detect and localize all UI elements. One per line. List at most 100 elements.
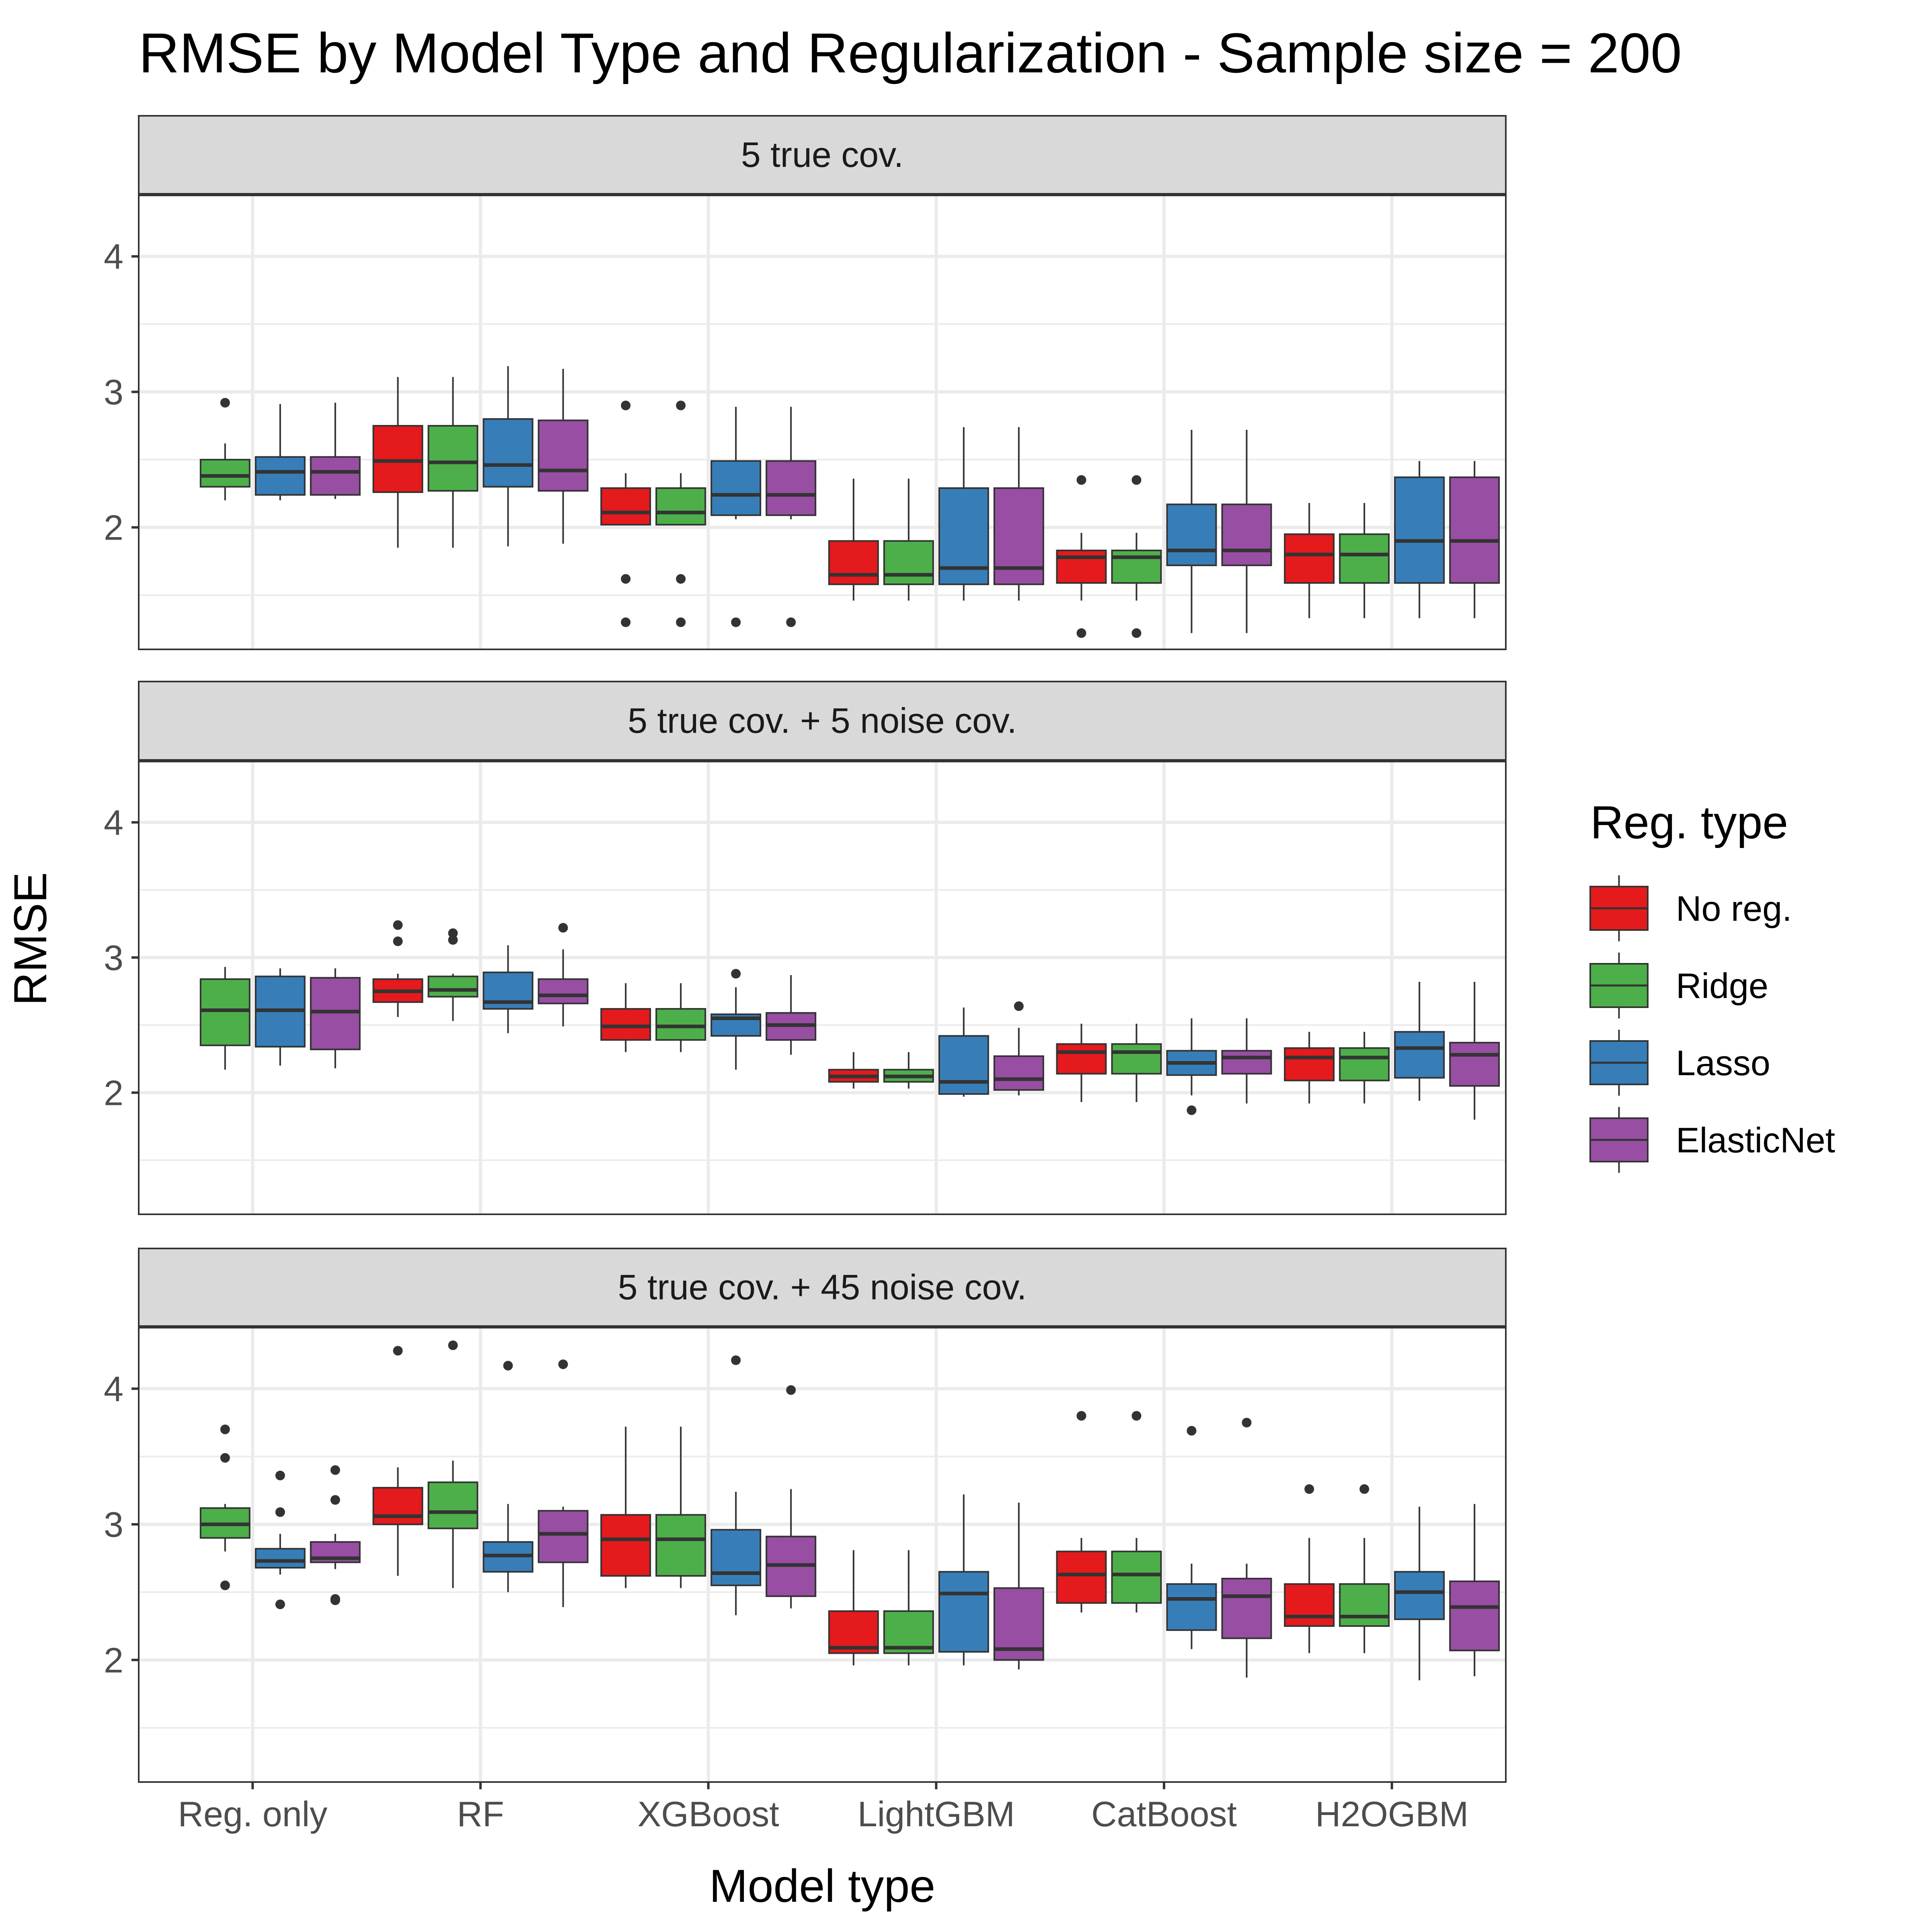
outlier-point: [1131, 1411, 1142, 1421]
facet-panel-1: 5 true cov. 2 3 4: [104, 115, 1507, 650]
box-catboost-elasticnet: [1221, 1018, 1272, 1104]
outlier-point: [731, 969, 741, 979]
box-lightgbm-lasso: [938, 1494, 989, 1665]
y-tick-label: 4: [104, 803, 123, 842]
box-iqr: [372, 425, 423, 493]
facet-strip-label: 5 true cov.: [741, 135, 903, 175]
box-iqr: [1166, 503, 1217, 567]
gridlines: [139, 1328, 1506, 1782]
box-iqr: [655, 487, 706, 526]
panel-border: [138, 195, 1507, 650]
outlier-point: [503, 1361, 513, 1371]
outlier-point: [1014, 1001, 1024, 1011]
legend-item-elasticnet: ElasticNet: [1589, 1107, 1835, 1173]
box-catboost-lasso: [1166, 1018, 1217, 1115]
box-xgboost-lasso: [710, 969, 762, 1070]
box-h2ogbm-ridge: [1339, 503, 1390, 618]
box-lightgbm-no-reg: [828, 478, 879, 601]
outlier-point: [621, 574, 631, 584]
box-xgboost-ridge: [655, 400, 706, 627]
box-iqr: [993, 1055, 1044, 1091]
box-rf-no-reg: [372, 1346, 423, 1576]
box-iqr: [482, 418, 534, 488]
facet-strip: [138, 681, 1507, 761]
outlier-point: [330, 1465, 340, 1475]
box-iqr: [1111, 1550, 1162, 1604]
y-axis: 2 3 4: [104, 1369, 139, 1680]
y-tick-label: 4: [104, 237, 123, 277]
box-h2ogbm-lasso: [1394, 981, 1445, 1101]
box-rf-ridge: [427, 1340, 478, 1588]
x-tick-label-catboost: CatBoost: [1091, 1794, 1237, 1834]
box-lightgbm-no-reg: [828, 1052, 879, 1089]
box-lightgbm-elasticnet: [993, 427, 1044, 601]
box-iqr: [1394, 1571, 1445, 1620]
box-iqr: [310, 977, 361, 1050]
outlier-point: [786, 1385, 796, 1395]
outlier-point: [1076, 475, 1086, 485]
y-axis: 2 3 4: [104, 803, 139, 1113]
outlier-point: [676, 574, 686, 584]
box-iqr: [766, 460, 817, 516]
outlier-point: [393, 920, 403, 930]
box-catboost-elasticnet: [1221, 430, 1272, 633]
outlier-point: [1242, 1418, 1252, 1428]
box-iqr: [938, 487, 989, 585]
chart-title: RMSE by Model Type and Regularization - …: [139, 21, 1682, 84]
box-lightgbm-ridge: [883, 1052, 934, 1089]
outlier-point: [1131, 475, 1142, 485]
box-lightgbm-no-reg: [828, 1550, 879, 1665]
box-xgboost-no-reg: [600, 1427, 651, 1588]
box-iqr: [938, 1035, 989, 1095]
legend-item-no-reg: No reg.: [1589, 875, 1792, 941]
box-iqr: [1221, 503, 1272, 567]
panel-border: [138, 1327, 1507, 1783]
box-iqr: [427, 975, 478, 998]
box-h2ogbm-lasso: [1394, 461, 1445, 618]
panel-background: [139, 762, 1506, 1214]
box-lightgbm-elasticnet: [993, 1503, 1044, 1670]
outlier-point: [220, 398, 230, 408]
panel-border: [138, 761, 1507, 1215]
legend-label: ElasticNet: [1676, 1120, 1835, 1160]
box-catboost-ridge: [1111, 475, 1162, 638]
facet-panel-2: 5 true cov. + 5 noise cov. 2 3 4: [104, 681, 1507, 1215]
box-h2ogbm-elasticnet: [1449, 981, 1500, 1120]
box-rf-no-reg: [372, 377, 423, 548]
outlier-point: [275, 1599, 285, 1610]
box-h2ogbm-ridge: [1339, 1032, 1390, 1104]
box-iqr: [255, 456, 306, 496]
box-iqr: [710, 1529, 762, 1586]
facet-strip: [138, 1248, 1507, 1327]
box-iqr: [828, 540, 879, 585]
box-iqr: [1449, 1042, 1500, 1087]
box-iqr: [1056, 549, 1107, 584]
box-iqr: [1284, 1047, 1335, 1082]
x-tick-label-lightgbm: LightGBM: [858, 1794, 1015, 1834]
facet-strip: [138, 115, 1507, 195]
box-h2ogbm-elasticnet: [1449, 461, 1500, 618]
box-iqr: [199, 459, 250, 488]
box-iqr: [1221, 1578, 1272, 1639]
outlier-point: [275, 1507, 285, 1517]
outlier-point: [1076, 628, 1086, 638]
legend-label: No reg.: [1676, 889, 1792, 928]
box-reg-only-lasso: [255, 404, 306, 501]
box-iqr: [1394, 476, 1445, 584]
box-iqr: [1056, 1550, 1107, 1604]
outlier-point: [220, 1424, 230, 1434]
box-iqr: [1394, 1031, 1445, 1079]
legend-title: Reg. type: [1590, 797, 1788, 848]
gridlines: [139, 762, 1506, 1214]
box-catboost-ridge: [1111, 1024, 1162, 1103]
x-tick-label-rf: RF: [457, 1794, 504, 1834]
box-reg-only-elasticnet: [310, 1465, 361, 1605]
box-iqr: [1284, 1583, 1335, 1627]
outlier-point: [558, 1359, 568, 1369]
box-catboost-no-reg: [1056, 1024, 1107, 1103]
box-reg-only-ridge: [199, 967, 250, 1070]
outlier-point: [676, 400, 686, 411]
box-rf-lasso: [482, 1361, 534, 1592]
